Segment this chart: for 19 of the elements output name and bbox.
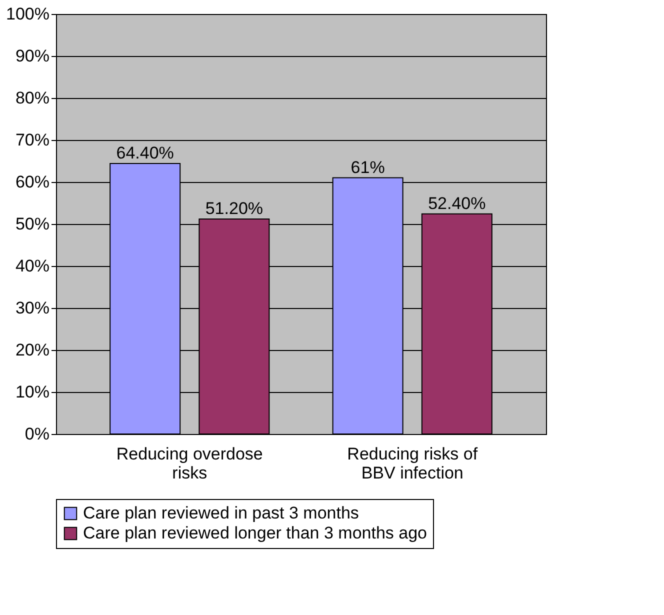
y-tick-label: 80% — [15, 88, 50, 108]
x-tick-label: Reducing overdose risks — [116, 444, 263, 482]
y-tick-label: 60% — [15, 172, 50, 192]
y-tick-label: 0% — [24, 424, 50, 444]
y-tick-label: 100% — [6, 4, 50, 24]
y-tick-label: 10% — [15, 382, 50, 402]
y-tick-label: 50% — [15, 214, 50, 234]
y-tick-label: 40% — [15, 256, 50, 276]
y-tick-label: 70% — [15, 130, 50, 150]
data-label: 61% — [350, 158, 385, 177]
legend-label: Care plan reviewed in past 3 months — [83, 504, 359, 522]
legend-label: Care plan reviewed longer than 3 months ago — [83, 524, 427, 542]
y-tick-label: 20% — [15, 340, 50, 360]
y-tick-label: 90% — [15, 46, 50, 66]
y-tick-label: 30% — [15, 298, 50, 318]
data-label: 51.20% — [205, 198, 264, 218]
data-label: 64.40% — [116, 144, 174, 163]
data-label: 52.40% — [428, 194, 486, 213]
x-tick-label: Reducing risks of BBV infection — [347, 444, 478, 482]
